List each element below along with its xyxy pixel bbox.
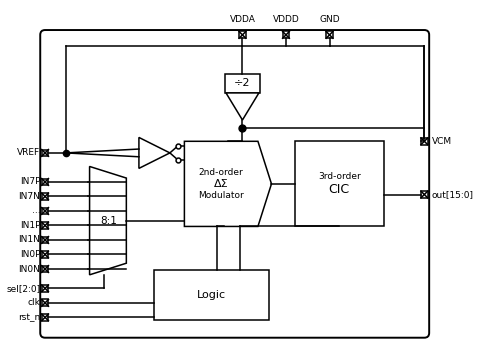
Bar: [42, 251, 48, 258]
Polygon shape: [226, 93, 259, 120]
Text: IN7N: IN7N: [18, 192, 40, 201]
Text: VREF: VREF: [17, 148, 40, 157]
Text: IN7P: IN7P: [20, 177, 40, 186]
Bar: [42, 266, 48, 273]
Polygon shape: [139, 138, 170, 168]
Text: IN0P: IN0P: [20, 250, 40, 259]
Polygon shape: [184, 141, 272, 226]
Bar: [42, 237, 48, 243]
Text: Modulator: Modulator: [198, 191, 244, 200]
Text: sel[2:0]: sel[2:0]: [6, 284, 40, 293]
Text: GND: GND: [319, 15, 340, 24]
Text: IN1P: IN1P: [20, 221, 40, 230]
Text: ΔΣ: ΔΣ: [214, 179, 228, 189]
Text: out[15:0]: out[15:0]: [432, 190, 474, 199]
Bar: [283, 31, 289, 38]
Text: rst_n: rst_n: [18, 313, 40, 322]
Bar: [225, 73, 260, 93]
Text: IN1N: IN1N: [18, 235, 40, 244]
Text: 8:1: 8:1: [100, 216, 118, 226]
Bar: [326, 31, 333, 38]
Text: ÷2: ÷2: [234, 78, 251, 88]
Bar: [421, 191, 428, 198]
Bar: [42, 208, 48, 214]
Bar: [42, 193, 48, 200]
Bar: [42, 149, 48, 156]
Text: clk: clk: [27, 298, 40, 307]
Text: 2nd-order: 2nd-order: [199, 168, 243, 177]
Text: IN0N: IN0N: [18, 265, 40, 274]
Text: CIC: CIC: [329, 183, 350, 196]
Text: ...: ...: [32, 207, 40, 216]
Bar: [42, 314, 48, 321]
Bar: [421, 138, 428, 145]
Bar: [42, 222, 48, 229]
Text: Logic: Logic: [197, 290, 226, 300]
Text: VDDD: VDDD: [273, 15, 300, 24]
Polygon shape: [90, 166, 126, 275]
Bar: [42, 179, 48, 185]
Bar: [295, 141, 384, 226]
Text: VDDA: VDDA: [229, 15, 255, 24]
Text: 3rd-order: 3rd-order: [318, 172, 360, 181]
Bar: [42, 300, 48, 306]
Bar: [155, 270, 269, 320]
Text: VCM: VCM: [432, 137, 452, 146]
Bar: [239, 31, 246, 38]
Bar: [42, 285, 48, 292]
